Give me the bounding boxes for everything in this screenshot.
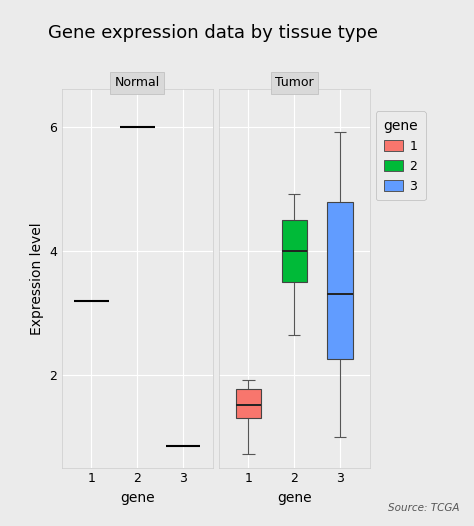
- Bar: [328, 203, 353, 359]
- Y-axis label: Expression level: Expression level: [30, 222, 44, 335]
- X-axis label: gene: gene: [120, 491, 155, 505]
- Bar: [236, 389, 261, 419]
- Title: Normal: Normal: [115, 76, 160, 89]
- Legend: 1, 2, 3: 1, 2, 3: [376, 112, 426, 200]
- X-axis label: gene: gene: [277, 491, 311, 505]
- Text: Gene expression data by tissue type: Gene expression data by tissue type: [48, 24, 378, 42]
- Title: Tumor: Tumor: [275, 76, 313, 89]
- Text: Source: TCGA: Source: TCGA: [388, 503, 460, 513]
- Bar: [282, 220, 307, 282]
